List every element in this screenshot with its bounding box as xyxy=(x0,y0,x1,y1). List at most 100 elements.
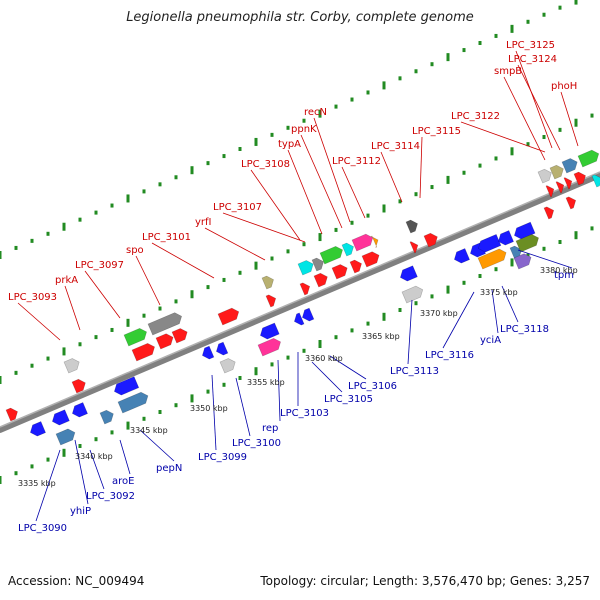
gene-feature[interactable] xyxy=(214,341,229,357)
gene-feature[interactable] xyxy=(292,312,305,327)
gene-feature[interactable] xyxy=(545,184,556,198)
gene-label[interactable]: smpB xyxy=(494,66,522,77)
gene-label[interactable]: phoH xyxy=(551,81,577,92)
gene-label[interactable]: LPC_3101 xyxy=(142,232,191,243)
gene-feature[interactable] xyxy=(351,232,375,252)
gene-label[interactable]: recN xyxy=(304,107,327,118)
gene-feature[interactable] xyxy=(591,173,600,188)
guide-dot xyxy=(558,240,562,244)
gene-feature[interactable] xyxy=(147,311,184,336)
gene-feature[interactable] xyxy=(311,256,326,272)
gene-label[interactable]: yhiP xyxy=(70,506,91,517)
gene-feature[interactable] xyxy=(361,250,381,268)
gene-label[interactable]: LPC_3090 xyxy=(18,523,67,534)
gene-feature[interactable] xyxy=(265,293,278,308)
gene-feature[interactable] xyxy=(423,231,440,248)
gene-feature[interactable] xyxy=(155,332,175,350)
gene-feature[interactable] xyxy=(258,322,280,341)
gene-label[interactable]: LPC_3103 xyxy=(280,408,329,419)
guide-dot xyxy=(334,227,338,232)
guide-dot xyxy=(334,335,338,340)
gene-label[interactable]: LPC_3092 xyxy=(86,491,135,502)
gene-feature[interactable] xyxy=(55,427,77,446)
gene-label[interactable]: LPC_3122 xyxy=(451,111,500,122)
gene-label[interactable]: LPC_3107 xyxy=(213,202,262,213)
gene-feature[interactable] xyxy=(171,327,190,344)
gene-label[interactable]: LPC_3116 xyxy=(425,350,474,361)
gene-feature[interactable] xyxy=(513,252,533,270)
gene-label[interactable]: LPC_3115 xyxy=(412,126,461,137)
gene-label[interactable]: spo xyxy=(126,245,144,256)
gene-feature[interactable] xyxy=(70,402,88,420)
gene-feature[interactable] xyxy=(297,259,316,276)
gene-feature[interactable] xyxy=(28,421,46,439)
gene-label[interactable]: yrfI xyxy=(195,217,212,228)
gene-label[interactable]: LPC_3125 xyxy=(506,40,555,51)
gene-feature[interactable] xyxy=(257,336,283,357)
gene-label[interactable]: LPC_3106 xyxy=(348,381,397,392)
gene-feature[interactable] xyxy=(50,409,70,427)
gene-feature[interactable] xyxy=(370,234,380,248)
guide-dot xyxy=(302,242,306,247)
gene-feature[interactable] xyxy=(573,170,588,186)
gene-feature[interactable] xyxy=(537,167,554,184)
gene-label[interactable]: LPC_3097 xyxy=(75,260,124,271)
gene-label[interactable]: pepN xyxy=(156,463,182,474)
gene-feature[interactable] xyxy=(409,240,420,254)
gene-feature[interactable] xyxy=(99,408,116,425)
gene-label[interactable]: LPC_3093 xyxy=(8,292,57,303)
gene-feature[interactable] xyxy=(509,244,524,260)
leader-line xyxy=(517,249,573,269)
gene-feature[interactable] xyxy=(299,281,312,296)
gene-feature[interactable] xyxy=(313,271,330,288)
gene-feature[interactable] xyxy=(563,176,574,190)
gene-label[interactable]: ppnK xyxy=(291,124,317,135)
gene-feature[interactable] xyxy=(123,326,149,347)
gene-label[interactable]: LPC_3124 xyxy=(508,54,557,65)
gene-feature[interactable] xyxy=(341,241,356,257)
gene-feature[interactable] xyxy=(555,180,566,194)
gene-label[interactable]: LPC_3099 xyxy=(198,452,247,463)
gene-feature[interactable] xyxy=(261,274,276,290)
gene-feature[interactable] xyxy=(349,258,364,274)
gene-feature[interactable] xyxy=(71,377,88,394)
gene-label[interactable]: LPC_3118 xyxy=(500,324,549,335)
gene-label[interactable]: LPC_3108 xyxy=(241,159,290,170)
gene-label[interactable]: LPC_3113 xyxy=(390,366,439,377)
gene-label[interactable]: tpm xyxy=(554,270,574,281)
gene-label[interactable]: typA xyxy=(278,139,301,150)
gene-feature[interactable] xyxy=(112,376,140,397)
gene-label[interactable]: LPC_3105 xyxy=(324,394,373,405)
gene-label[interactable]: LPC_3112 xyxy=(332,156,381,167)
gene-feature[interactable] xyxy=(300,307,315,323)
gene-feature[interactable] xyxy=(515,232,541,253)
gene-feature[interactable] xyxy=(549,163,566,180)
gene-feature[interactable] xyxy=(543,205,556,220)
gene-label[interactable]: LPC_3100 xyxy=(232,438,281,449)
gene-feature[interactable] xyxy=(117,390,150,414)
gene-feature[interactable] xyxy=(5,406,20,422)
gene-feature[interactable] xyxy=(477,247,508,270)
gene-feature[interactable] xyxy=(561,157,580,174)
gene-feature[interactable] xyxy=(200,345,215,361)
gene-feature[interactable] xyxy=(219,357,238,374)
gene-feature[interactable] xyxy=(217,306,241,326)
gene-feature[interactable] xyxy=(63,357,82,374)
gene-label[interactable]: prkA xyxy=(55,275,78,286)
gene-feature[interactable] xyxy=(131,341,157,362)
gene-feature[interactable] xyxy=(398,265,418,283)
gene-feature[interactable] xyxy=(496,230,514,248)
gene-feature[interactable] xyxy=(405,218,420,234)
gene-label[interactable]: rep xyxy=(262,423,278,434)
gene-feature[interactable] xyxy=(577,148,600,168)
gene-feature[interactable] xyxy=(452,248,470,266)
gene-label[interactable]: yciA xyxy=(480,335,501,346)
gene-feature[interactable] xyxy=(331,263,350,280)
gene-feature[interactable] xyxy=(319,244,345,265)
gene-feature[interactable] xyxy=(565,195,578,210)
gene-feature[interactable] xyxy=(401,284,425,304)
gene-label[interactable]: aroE xyxy=(112,476,134,487)
gene-label[interactable]: LPC_3114 xyxy=(371,141,420,152)
gene-feature[interactable] xyxy=(476,234,502,254)
